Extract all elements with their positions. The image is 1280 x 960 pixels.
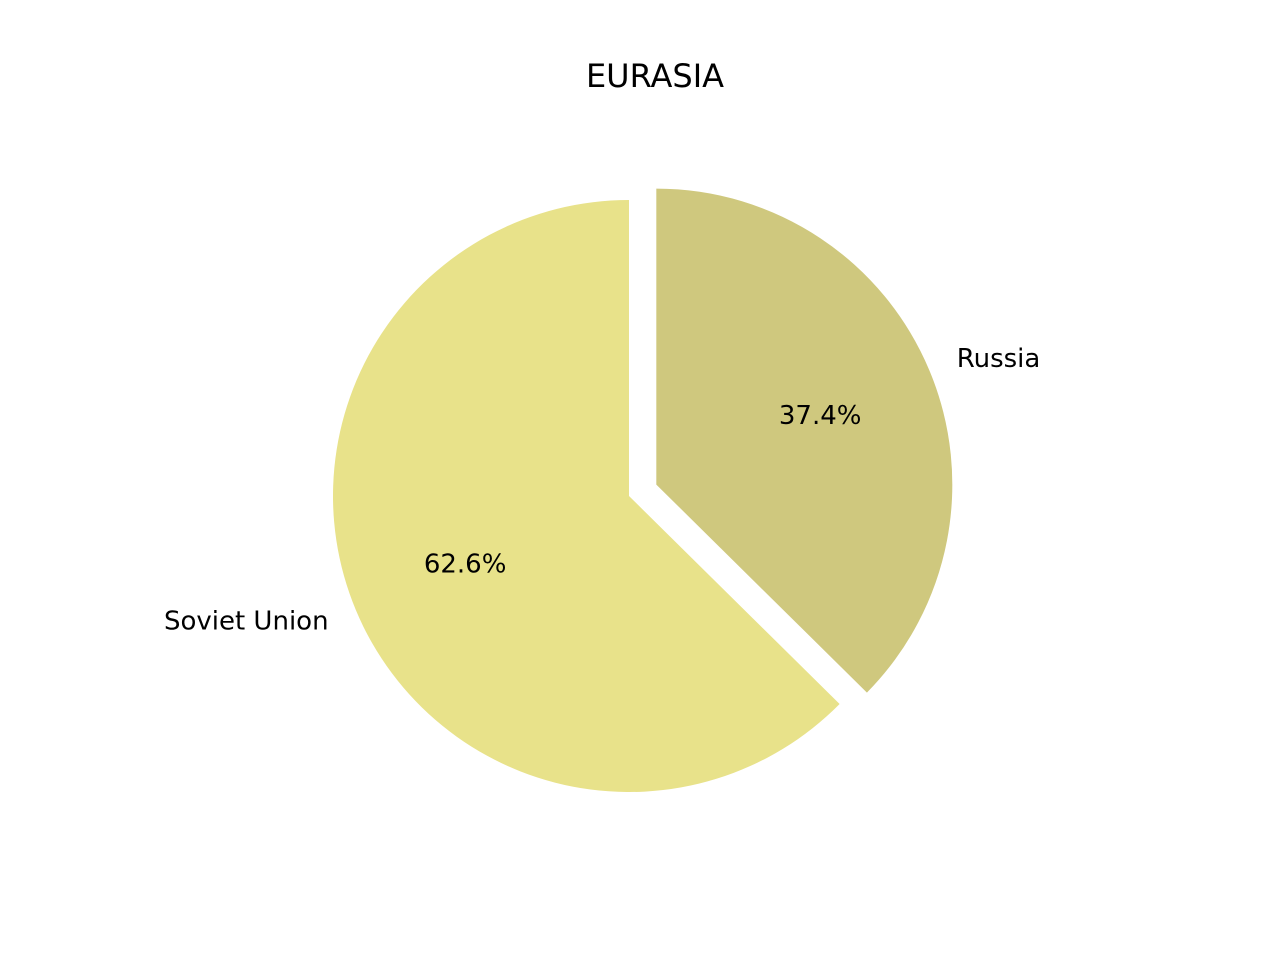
- pie-slice-soviet-union: [332, 200, 840, 792]
- slice-label-soviet-union: Soviet Union: [164, 607, 329, 637]
- slice-percent-soviet-union: 62.6%: [424, 549, 507, 579]
- labels-layer: Soviet Union 62.6% Russia 37.4%: [164, 344, 1040, 637]
- slice-label-russia: Russia: [957, 344, 1041, 374]
- pie-slice-russia: [656, 188, 953, 693]
- chart-title: EURASIA: [586, 57, 724, 95]
- slices-layer: [332, 188, 953, 792]
- slice-percent-russia: 37.4%: [779, 401, 862, 431]
